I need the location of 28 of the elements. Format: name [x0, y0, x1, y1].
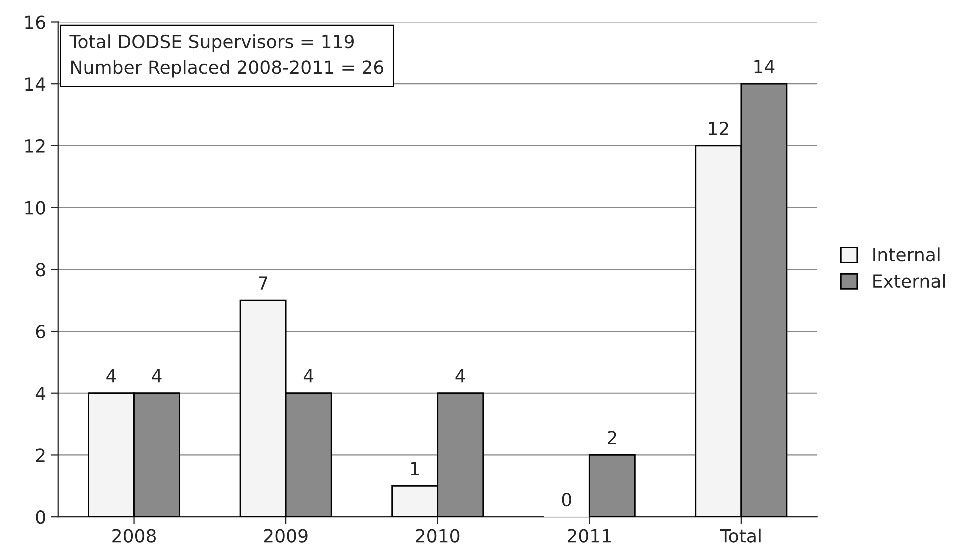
data-label: 2 [608, 431, 616, 445]
data-label: 4 [456, 370, 466, 383]
x-tick-label: 2009 [264, 529, 308, 543]
legend-label: Internal [874, 248, 940, 262]
y-tick-label: 0 [36, 510, 46, 524]
y-tick-label: 6 [36, 324, 46, 339]
annotation: Total DODSE Supervisors = 119 [70, 34, 354, 52]
y-tick-label: 2 [36, 448, 45, 462]
y-tick-label: 10 [26, 201, 46, 215]
data-label: 4 [152, 370, 162, 383]
y-tick-label: 12 [26, 139, 45, 153]
annotation: Number Replaced 2008-2011 = 26 [72, 60, 384, 78]
x-tick-label: 2011 [568, 529, 611, 543]
x-tick-label: 2010 [416, 529, 460, 543]
y-tick-label: 14 [26, 78, 46, 91]
y-tick-label: 8 [36, 263, 46, 277]
y-tick-label: 4 [36, 387, 46, 400]
data-label: 0 [562, 492, 572, 507]
data-label: 7 [259, 276, 268, 290]
y-tick-label: 16 [26, 16, 46, 30]
data-label: 4 [106, 370, 116, 383]
data-label: 1 [411, 462, 420, 476]
data-label: 4 [304, 370, 314, 383]
data-label: 12 [709, 122, 728, 136]
x-tick-label: 2008 [112, 529, 156, 543]
legend-label: External [874, 274, 946, 288]
data-label: 14 [754, 60, 775, 74]
x-tick-label: Total [720, 528, 761, 543]
